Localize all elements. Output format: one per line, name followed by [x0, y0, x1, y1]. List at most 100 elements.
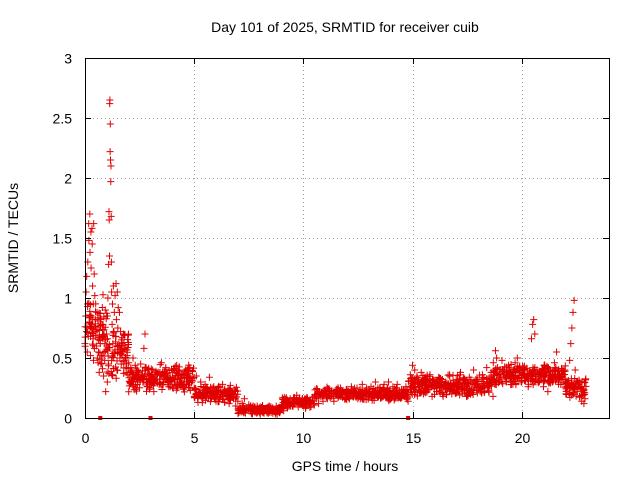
data-point — [411, 366, 419, 374]
data-point — [288, 397, 296, 405]
data-point-cloud — [158, 386, 166, 393]
data-point — [110, 328, 118, 336]
data-point — [389, 383, 397, 391]
data-point-cloud — [226, 381, 234, 389]
data-point-cloud — [120, 369, 128, 377]
data-point — [133, 380, 141, 388]
data-point — [404, 397, 412, 405]
data-point — [463, 392, 471, 400]
y-axis-label: SRMTID / TECUs — [5, 183, 21, 293]
x-tick-label: 20 — [515, 430, 531, 446]
data-point — [173, 361, 181, 369]
data-point — [210, 383, 218, 391]
data-point — [459, 383, 467, 391]
data-point — [97, 360, 105, 368]
data-point — [98, 320, 106, 328]
data-point — [104, 312, 111, 320]
data-point — [197, 378, 205, 386]
data-point-cloud — [545, 372, 553, 380]
data-point-cloud — [200, 389, 208, 397]
data-point — [439, 392, 447, 400]
data-point — [124, 371, 132, 379]
data-point — [82, 288, 90, 296]
data-point — [433, 388, 440, 396]
data-point-cloud — [313, 385, 321, 392]
data-point-cloud — [567, 375, 575, 383]
data-point — [544, 388, 552, 396]
data-point-cloud — [373, 391, 381, 399]
data-point — [393, 380, 401, 388]
data-point-cloud — [90, 356, 97, 364]
data-point — [106, 120, 114, 128]
data-point — [212, 397, 220, 405]
data-point — [410, 378, 418, 386]
data-point-cloud — [232, 383, 240, 391]
data-point-cloud — [561, 362, 569, 370]
chart-title: Day 101 of 2025, SRMTID for receiver cui… — [211, 19, 479, 35]
data-point — [88, 240, 96, 248]
data-point-cloud — [109, 350, 117, 357]
data-point — [457, 368, 464, 376]
data-point — [107, 212, 115, 220]
data-point — [264, 408, 272, 416]
data-point — [524, 383, 532, 391]
data-point — [474, 376, 482, 384]
data-point — [101, 306, 109, 314]
data-point-cloud — [176, 374, 184, 382]
data-point — [205, 373, 213, 381]
data-point — [83, 272, 91, 280]
data-point — [315, 400, 323, 408]
data-point-cloud — [513, 363, 521, 371]
data-point — [561, 376, 569, 384]
data-point — [121, 344, 129, 352]
data-point — [402, 383, 410, 391]
data-point — [106, 96, 114, 104]
data-point-cloud — [122, 353, 129, 361]
data-point-cloud — [97, 315, 105, 323]
data-point — [367, 383, 375, 391]
data-point — [107, 258, 115, 266]
data-point — [470, 366, 478, 374]
data-point — [570, 296, 578, 304]
y-tick-label: 1 — [64, 291, 72, 307]
data-point — [256, 407, 264, 415]
data-point-cloud — [562, 387, 570, 395]
data-point — [232, 402, 240, 410]
data-point — [179, 385, 187, 393]
data-point-cloud — [147, 365, 155, 373]
data-point — [437, 384, 445, 392]
data-point — [151, 376, 159, 384]
data-point — [96, 340, 104, 348]
data-point — [97, 352, 105, 360]
data-point — [93, 308, 101, 316]
data-point-cloud — [234, 387, 242, 395]
data-point-cloud — [541, 369, 549, 377]
data-point — [374, 390, 382, 398]
data-point — [546, 366, 554, 374]
data-point — [306, 403, 314, 411]
data-point — [553, 348, 561, 356]
data-point — [526, 368, 534, 376]
data-point-cloud — [102, 336, 110, 344]
data-point — [494, 364, 502, 372]
x-tick-label: 5 — [191, 430, 199, 446]
data-point — [520, 364, 528, 372]
data-point — [260, 409, 268, 417]
data-point — [90, 270, 98, 278]
data-point-cloud — [235, 406, 243, 414]
data-point — [101, 356, 109, 364]
data-point-cloud — [101, 323, 109, 331]
data-point — [192, 372, 200, 380]
data-point — [284, 398, 292, 406]
data-point — [528, 335, 535, 343]
data-point — [104, 294, 112, 302]
data-point — [249, 402, 257, 410]
data-point — [282, 402, 290, 410]
data-point — [412, 388, 420, 396]
data-point — [203, 388, 211, 396]
data-point — [496, 371, 504, 379]
data-point — [131, 361, 139, 369]
data-point-cloud — [465, 380, 473, 388]
data-point-cloud — [109, 371, 117, 379]
